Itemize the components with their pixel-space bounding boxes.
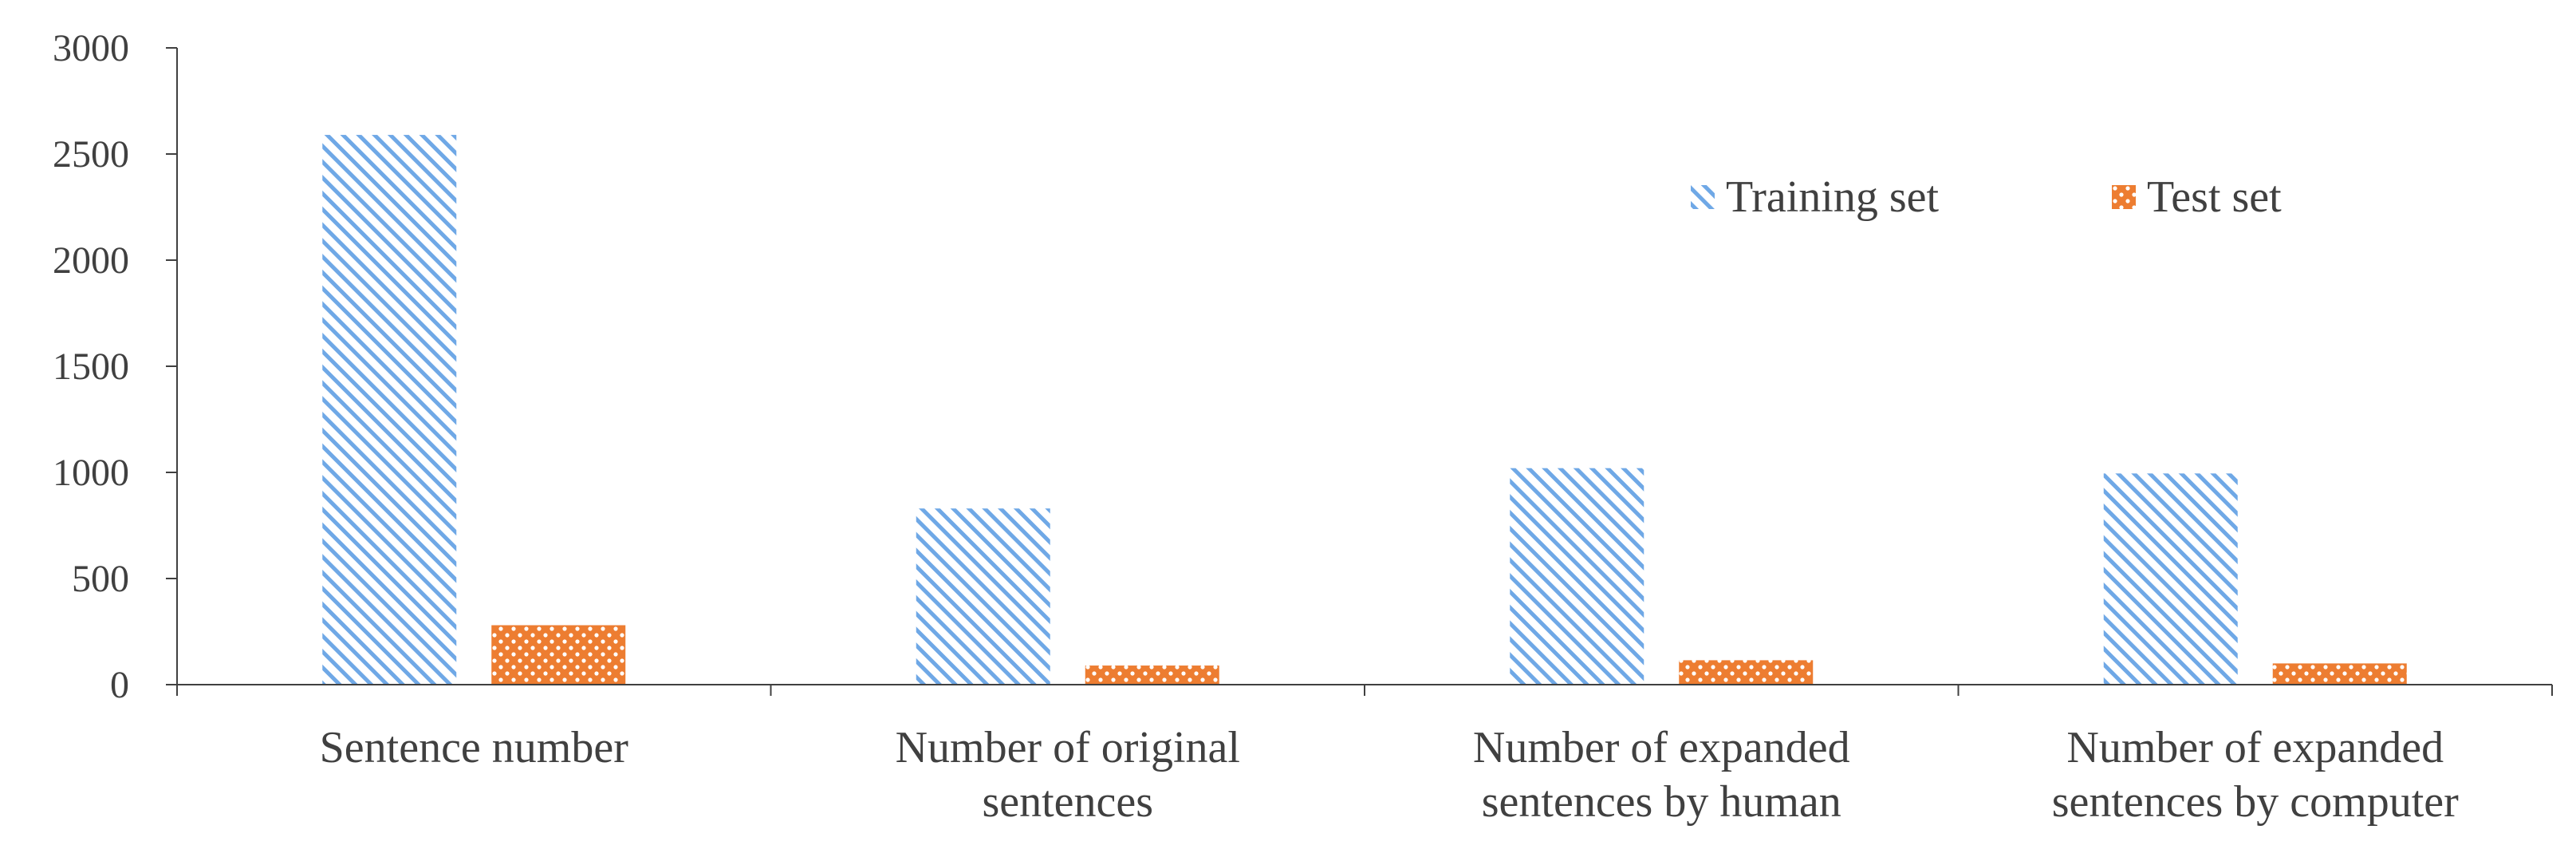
bar-test-2 [1679, 660, 1814, 685]
bar-test-0 [491, 625, 626, 685]
x-category-label-line: Number of original [896, 723, 1240, 772]
bar-training-0 [322, 135, 457, 685]
bar-test-1 [1085, 665, 1219, 685]
bar-training-3 [2103, 473, 2238, 685]
x-category-label: Number of expanded sentences by human [1473, 723, 1850, 827]
legend: Training set Test set [1691, 172, 2282, 222]
x-category-label-line: sentences by computer [2052, 777, 2459, 827]
y-tick-label: 2000 [53, 239, 129, 282]
bars-group [322, 135, 2407, 685]
y-tick-label: 500 [72, 558, 129, 600]
x-category-label: Number of expanded sentences by computer [2052, 723, 2459, 827]
bar-training-2 [1510, 468, 1644, 685]
y-tick-label: 0 [110, 664, 129, 706]
legend-swatch-training [1691, 185, 1715, 209]
legend-label-training: Training set [1726, 172, 1940, 222]
labels-group: 0 500 1000 1500 2000 2500 3000 Sentence number N… [53, 27, 2459, 827]
bar-training-1 [916, 508, 1050, 685]
y-tick-label: 3000 [53, 27, 129, 69]
x-category-label-line: Number of expanded [1473, 723, 1850, 772]
legend-swatch-test [2112, 185, 2136, 209]
x-category-label: Number of original sentences [896, 723, 1240, 827]
axes-group [166, 47, 2553, 696]
x-category-label: Sentence number [320, 723, 629, 772]
x-category-label-line: Number of expanded [2066, 723, 2444, 772]
x-category-label-line: Sentence number [320, 723, 629, 772]
y-tick-label: 2500 [53, 133, 129, 176]
y-tick-label: 1500 [53, 346, 129, 388]
legend-label-test: Test set [2147, 172, 2282, 222]
bar-test-3 [2272, 663, 2407, 685]
x-category-label-line: sentences [982, 777, 1153, 827]
y-tick-label: 1000 [53, 452, 129, 494]
x-category-label-line: sentences by human [1482, 777, 1841, 827]
